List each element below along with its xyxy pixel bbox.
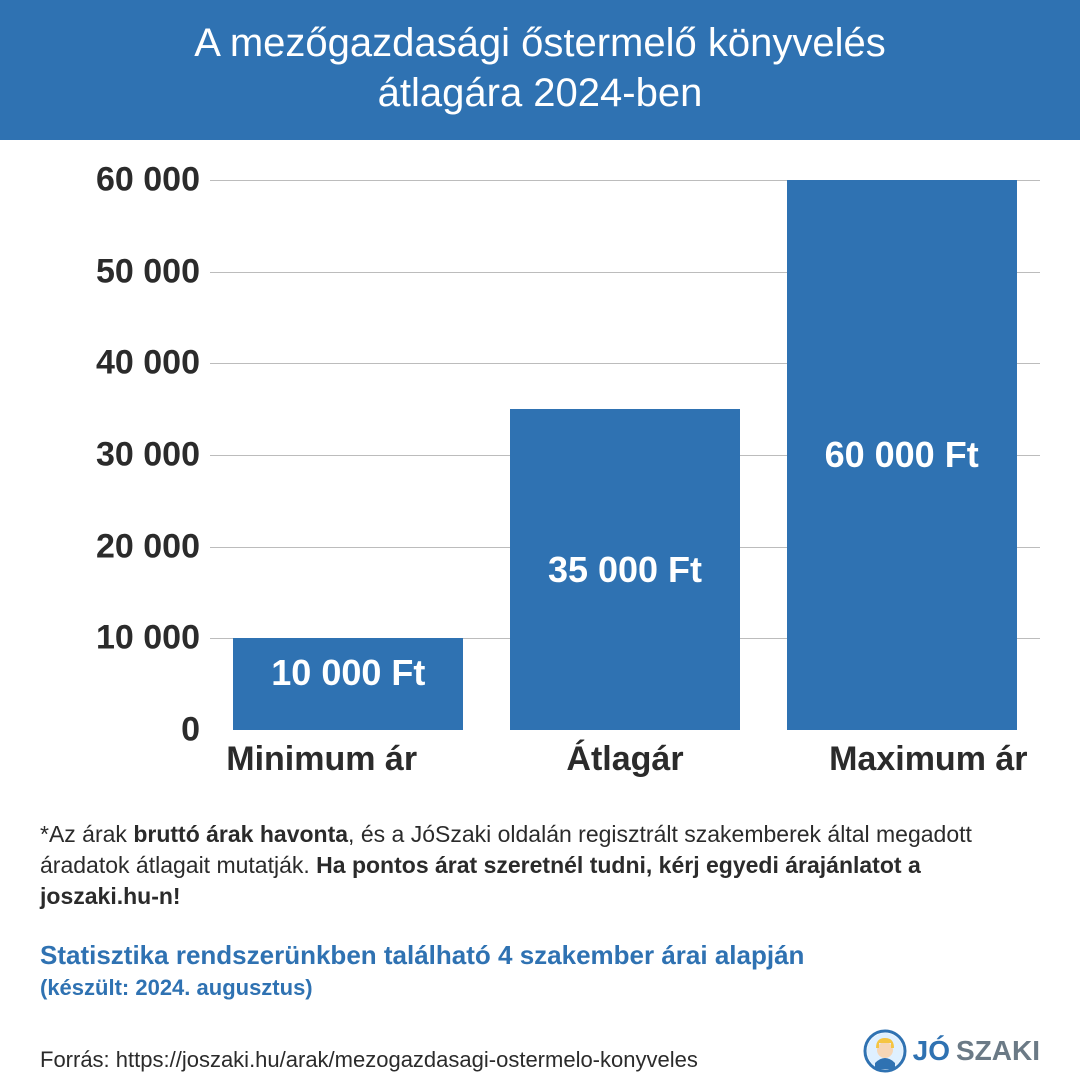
- logo-icon: [863, 1029, 907, 1073]
- x-axis-label: Átlagár: [510, 740, 740, 779]
- logo-text-szaki: SZAKI: [956, 1035, 1040, 1067]
- x-axis-labels: Minimum ár Átlagár Maximum ár: [170, 740, 1080, 779]
- bar-wrap: 10 000 Ft: [233, 638, 463, 730]
- x-axis-label: Maximum ár: [813, 740, 1043, 779]
- bar-value-label: 60 000 Ft: [819, 434, 985, 476]
- y-axis: 010 00020 00030 00040 00050 00060 000: [40, 180, 200, 730]
- logo-text-jo: JÓ: [913, 1035, 950, 1067]
- y-tick-label: 40 000: [40, 344, 200, 383]
- source-text: Forrás: https://joszaki.hu/arak/mezogazd…: [40, 1047, 698, 1073]
- x-axis-label: Minimum ár: [207, 740, 437, 779]
- price-note: *Az árak bruttó árak havonta, és a JóSza…: [40, 819, 1040, 912]
- note-prefix: *Az árak: [40, 821, 133, 847]
- bar-value-label: 10 000 Ft: [265, 638, 431, 694]
- bar-value-label: 35 000 Ft: [542, 549, 708, 591]
- y-tick-label: 60 000: [40, 161, 200, 200]
- bars-container: 10 000 Ft 35 000 Ft 60 000 Ft: [210, 180, 1040, 730]
- y-tick-label: 0: [40, 711, 200, 750]
- bar-wrap: 60 000 Ft: [787, 180, 1017, 730]
- title-line-1: A mezőgazdasági őstermelő könyvelés: [194, 21, 885, 65]
- header-banner: A mezőgazdasági őstermelő könyvelés átla…: [0, 0, 1080, 140]
- chart-plot: 10 000 Ft 35 000 Ft 60 000 Ft: [210, 180, 1040, 730]
- bar: 35 000 Ft: [510, 409, 740, 730]
- joszaki-logo: JÓSZAKI: [863, 1029, 1040, 1073]
- stat-subline: (készült: 2024. augusztus): [40, 975, 1040, 1001]
- y-tick-label: 20 000: [40, 527, 200, 566]
- bar: 60 000 Ft: [787, 180, 1017, 730]
- title-line-2: átlagára 2024-ben: [378, 71, 703, 115]
- price-bar-chart: 010 00020 00030 00040 00050 00060 000 10…: [40, 180, 1040, 730]
- y-tick-label: 50 000: [40, 252, 200, 291]
- y-tick-label: 10 000: [40, 619, 200, 658]
- bar: 10 000 Ft: [233, 638, 463, 730]
- source-row: Forrás: https://joszaki.hu/arak/mezogazd…: [40, 1029, 1040, 1073]
- page-title: A mezőgazdasági őstermelő könyvelés átla…: [20, 18, 1060, 118]
- note-bold-1: bruttó árak havonta: [133, 821, 348, 847]
- stat-line: Statisztika rendszerünkben található 4 s…: [40, 940, 1040, 971]
- y-tick-label: 30 000: [40, 436, 200, 475]
- footer-block: *Az árak bruttó árak havonta, és a JóSza…: [40, 819, 1040, 1073]
- bar-wrap: 35 000 Ft: [510, 409, 740, 730]
